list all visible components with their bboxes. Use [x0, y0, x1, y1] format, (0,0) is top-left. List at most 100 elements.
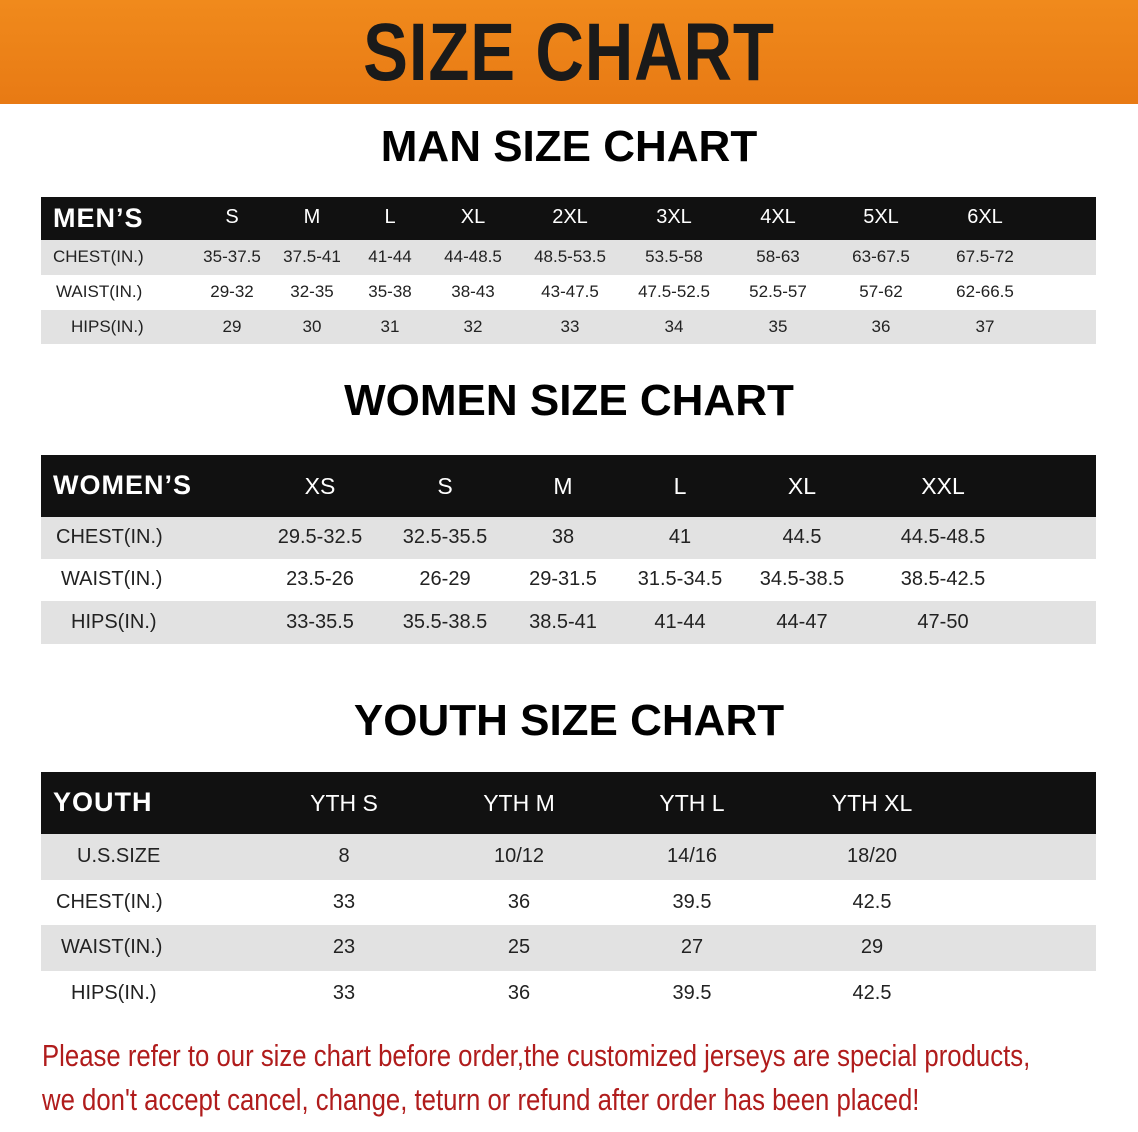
size-header: XL: [460, 205, 486, 228]
table-cell: 29.5-32.5: [277, 526, 363, 548]
row-label: CHEST(IN.): [56, 526, 163, 548]
row-label: WAIST(IN.): [61, 568, 163, 590]
table-cell: 48.5-53.5: [534, 247, 606, 267]
table-row: WAIST(IN.) 23.5-26 26-29 29-31.5 31.5-34.5 34…: [41, 559, 1096, 601]
table-cell: 35-38: [368, 282, 412, 302]
table-cell: 34: [664, 316, 684, 336]
banner: SIZE CHART: [0, 0, 1138, 104]
table-cell: 63-67.5: [852, 247, 910, 267]
table-cell: 31.5-34.5: [637, 568, 723, 590]
table-cell: 33: [560, 316, 580, 336]
size-header: L: [384, 205, 396, 228]
note-line-1: Please refer to our size chart before or…: [42, 1038, 1031, 1073]
table-cell: 32-35: [290, 282, 334, 302]
table-cell: 52.5-57: [749, 282, 807, 302]
table-cell: 33: [332, 890, 356, 913]
header-label: YOUTH: [53, 787, 153, 817]
table-cell: 37: [975, 316, 995, 336]
table-cell: 30: [302, 316, 322, 336]
table-cell: 41-44: [368, 247, 412, 267]
table-cell: 23.5-26: [286, 568, 354, 590]
section-title: YOUTH SIZE CHART: [353, 696, 785, 745]
table-cell: 38.5-41: [529, 610, 597, 633]
size-header: YTH L: [659, 790, 725, 816]
size-header: XL: [787, 473, 817, 499]
table-cell: 23: [332, 936, 356, 958]
banner-title: SIZE CHART: [363, 7, 775, 98]
row-label: HIPS(IN.): [71, 610, 157, 633]
size-header: 4XL: [760, 205, 796, 228]
table-cell: 10/12: [493, 845, 545, 867]
table-cell: 44.5-48.5: [900, 526, 986, 548]
table-row: WAIST(IN.) 29-32 32-35 35-38 38-43 43-47.5 47.…: [41, 275, 1096, 310]
size-header: XXL: [921, 473, 965, 499]
table-cell: 39.5: [672, 981, 712, 1004]
size-header: 6XL: [967, 205, 1003, 228]
table-header: WOMEN’S XS S M L XL XXL: [41, 455, 1096, 517]
table-cell: 53.5-58: [645, 247, 703, 267]
size-header: S: [437, 473, 453, 499]
size-header: XS: [304, 473, 336, 499]
table-cell: 34.5-38.5: [759, 568, 845, 590]
section-title: WOMEN SIZE CHART: [344, 376, 794, 425]
table-cell: 36: [507, 981, 531, 1004]
table-cell: 57-62: [859, 282, 903, 302]
row-label: HIPS(IN.): [71, 316, 144, 336]
table-cell: 36: [507, 890, 531, 913]
table-cell: 35: [768, 316, 788, 336]
table-cell: 32: [463, 316, 483, 336]
row-label: CHEST(IN.): [53, 247, 144, 267]
table-cell: 42.5: [852, 890, 892, 913]
table-cell: 29-32: [210, 282, 254, 302]
table-row: HIPS(IN.) 29 30 31 32 33 34 35 36 37: [41, 310, 1096, 344]
table-cell: 41-44: [654, 610, 706, 633]
table-cell: 33: [332, 981, 356, 1004]
table-cell: 38.5-42.5: [900, 568, 986, 590]
table-cell: 25: [507, 936, 531, 958]
table-cell: 14/16: [666, 845, 718, 867]
table-cell: 44-47: [776, 610, 828, 633]
table-cell: 36: [871, 316, 891, 336]
header-label: MEN’S: [53, 202, 144, 233]
table-cell: 35-37.5: [203, 247, 261, 267]
table-cell: 44.5: [782, 526, 822, 548]
table-row: WAIST(IN.) 23 25 27 29: [41, 925, 1096, 971]
size-header: L: [673, 473, 687, 499]
table-cell: 32.5-35.5: [402, 526, 488, 548]
note-line-2: we don't accept cancel, change, teturn o…: [42, 1082, 920, 1117]
table-cell: 35.5-38.5: [402, 610, 488, 633]
table-cell: 41: [668, 526, 692, 548]
table-cell: 67.5-72: [956, 247, 1014, 267]
row-label: CHEST(IN.): [56, 890, 163, 913]
section-title: MAN SIZE CHART: [380, 122, 758, 171]
table-cell: 29-31.5: [529, 568, 597, 590]
table-row: CHEST(IN.) 29.5-32.5 32.5-35.5 38 41 44.5 44.5…: [41, 517, 1096, 559]
table-cell: 47-50: [917, 610, 969, 633]
table-cell: 18/20: [846, 845, 898, 867]
size-header: 2XL: [552, 205, 588, 228]
table-cell: 38: [551, 526, 575, 548]
header-label: WOMEN’S: [53, 470, 192, 500]
size-header: 3XL: [656, 205, 692, 228]
table-cell: 39.5: [672, 890, 712, 913]
table-cell: 29: [860, 936, 884, 958]
table-cell: 62-66.5: [956, 282, 1014, 302]
table-row: HIPS(IN.) 33 36 39.5 42.5: [41, 971, 1096, 1016]
table-header: MEN’S S M L XL 2XL 3XL 4XL 5XL 6XL: [41, 197, 1096, 240]
table-cell: 37.5-41: [283, 247, 341, 267]
row-label: HIPS(IN.): [71, 981, 157, 1004]
table-cell: 8: [338, 845, 350, 867]
row-label: U.S.SIZE: [77, 845, 161, 867]
table-header: YOUTH YTH S YTH M YTH L YTH XL: [41, 772, 1096, 834]
table-cell: 27: [680, 936, 704, 958]
table-row: U.S.SIZE 8 10/12 14/16 18/20: [41, 834, 1096, 880]
table-cell: 31: [380, 316, 400, 336]
size-header: S: [225, 205, 239, 228]
table-cell: 38-43: [451, 282, 495, 302]
table-cell: 44-48.5: [444, 247, 502, 267]
size-header: M: [303, 205, 321, 228]
table-cell: 47.5-52.5: [638, 282, 710, 302]
size-header: YTH M: [483, 790, 555, 816]
table-cell: 43-47.5: [541, 282, 599, 302]
table-row: CHEST(IN.) 33 36 39.5 42.5: [41, 880, 1096, 925]
